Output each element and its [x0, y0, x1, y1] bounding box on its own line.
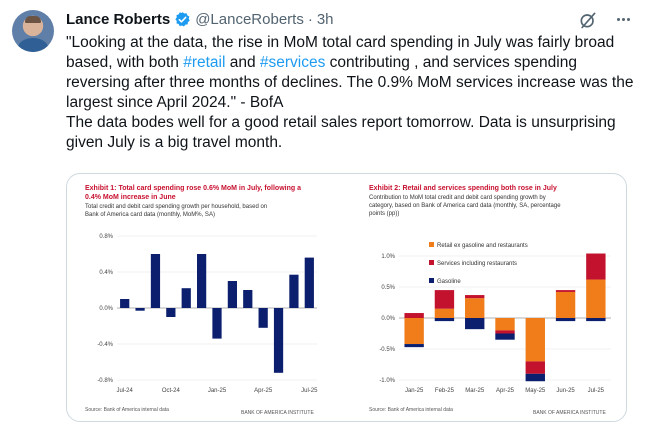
- tweet-text-part-1: "Looking at the data, the rise in MoM to…: [66, 34, 615, 71]
- ex2-x-tick-label: Jul-25: [588, 388, 605, 394]
- avatar-shirt: [18, 38, 48, 52]
- ex1-bar-Jul-25: [304, 257, 314, 308]
- ex2-x-tick-label: May-25: [525, 388, 546, 394]
- ex2-x-tick-label: Jun-25: [556, 388, 575, 394]
- ex2-bar-Feb-25-0: [434, 308, 455, 318]
- legend-label-retail: Retail ex gasoline and restaurants: [437, 243, 528, 249]
- more-options-icon[interactable]: [612, 9, 634, 29]
- ex2-bar-Jun-25-2: [555, 318, 576, 322]
- ex2-bar-Mar-25-1: [465, 295, 485, 299]
- ex2-bar-Jun-25-0: [555, 291, 576, 318]
- ex2-bar-May-25-1: [525, 361, 545, 374]
- ex2-bar-Jan-25-0: [404, 318, 424, 345]
- ex2-bar-Apr-25-0: [495, 318, 515, 331]
- ex2-y-tick-label: 0.0%: [381, 316, 395, 322]
- exhibit-1-subtitle-line2: Bank of America card data (monthly, MoM%…: [85, 212, 215, 218]
- legend-label-gasoline: Gasoline: [437, 279, 461, 285]
- ex1-bar-Dec-24: [197, 254, 207, 308]
- legend-label-services: Services including restaurants: [437, 261, 517, 267]
- ex1-x-tick-label: Apr-25: [254, 388, 273, 394]
- author-name[interactable]: Lance Roberts: [66, 10, 171, 28]
- exhibit-2-subtitle-line1: Contribution to MoM total credit and deb…: [369, 195, 546, 201]
- ex2-bar-Apr-25-1: [495, 330, 515, 334]
- ex2-x-tick-label: Feb-25: [435, 388, 455, 394]
- tweet-text: "Looking at the data, the rise in MoM to…: [66, 33, 636, 153]
- ex2-bar-May-25-2: [525, 373, 545, 382]
- hashtag-retail-link[interactable]: #retail: [183, 54, 226, 71]
- tweet-text-part-3: contributing , and services spending rev…: [66, 54, 634, 111]
- exhibit-1-title-line2: 0.4% MoM increase in June: [85, 194, 176, 201]
- exhibit-2-title: Exhibit 2: Retail and services spending …: [369, 185, 557, 192]
- grok-icon[interactable]: [578, 10, 598, 30]
- ex1-bar-Apr-25: [258, 308, 268, 328]
- ex1-x-tick-label: Jan-25: [208, 388, 227, 394]
- ex2-bar-Apr-25-2: [495, 333, 515, 340]
- exhibit-2-subtitle-line3: points (pp)): [369, 211, 399, 217]
- ex1-x-tick-label: Jul-25: [301, 388, 318, 394]
- ex1-bar-Jan-25: [212, 308, 222, 339]
- ex2-bar-Jul-25-0: [586, 279, 606, 318]
- ex1-y-tick-label: 0.8%: [99, 234, 113, 240]
- exhibit-2-subtitle-line2: category, based on Bank of America card …: [369, 203, 561, 209]
- avatar-hair: [25, 16, 41, 23]
- exhibit-1-subtitle-line1: Total credit and debit card spending gro…: [85, 204, 267, 210]
- tweet-media-image[interactable]: Exhibit 1: Total card spending rose 0.6%…: [66, 173, 627, 422]
- ex1-bar-Feb-25: [227, 281, 237, 308]
- legend-swatch-gasoline: [429, 278, 434, 283]
- ex1-y-tick-label: -0.8%: [97, 378, 113, 384]
- ex1-bar-Sep-24: [150, 254, 161, 308]
- ex1-y-tick-label: 0.4%: [99, 270, 113, 276]
- hashtag-services-link[interactable]: #services: [259, 54, 326, 71]
- ex2-y-tick-label: 1.0%: [381, 254, 395, 260]
- tweet-paragraph-quote: "Looking at the data, the rise in MoM to…: [66, 33, 636, 113]
- ex1-bar-Aug-24: [135, 308, 145, 311]
- ex2-bar-Feb-25-1: [434, 290, 455, 309]
- exhibit-2-brand: BANK OF AMERICA INSTITUTE: [533, 410, 606, 416]
- author-handle[interactable]: @LanceRoberts: [195, 10, 304, 28]
- ex2-x-tick-label: Mar-25: [465, 388, 485, 394]
- ex1-bar-Jul-24: [120, 299, 130, 308]
- ex2-bar-Jun-25-1: [555, 290, 576, 292]
- ex2-y-tick-label: 0.5%: [381, 285, 395, 291]
- exhibit-1-title-line1: Exhibit 1: Total card spending rose 0.6%…: [85, 185, 301, 192]
- ex2-x-tick-label: Apr-25: [496, 388, 515, 394]
- ex1-bar-Nov-24: [181, 288, 191, 308]
- ex1-bar-Oct-24: [166, 308, 176, 317]
- author-avatar[interactable]: [12, 10, 54, 52]
- ex2-bar-Mar-25-2: [465, 318, 485, 330]
- tweet-timestamp[interactable]: 3h: [316, 10, 334, 28]
- ex1-bar-Mar-25: [243, 290, 253, 308]
- ex2-bar-Jul-25-2: [586, 318, 606, 322]
- exhibits-image: Exhibit 1: Total card spending rose 0.6%…: [85, 185, 611, 416]
- ex2-x-tick-label: Jan-25: [405, 388, 424, 394]
- ex2-bar-Jul-25-1: [586, 253, 606, 280]
- ex2-bar-Mar-25-0: [465, 298, 485, 318]
- exhibit-2-chart: Exhibit 2: Retail and services spending …: [369, 185, 611, 416]
- legend-swatch-services: [429, 260, 434, 265]
- ex2-bar-Feb-25-2: [434, 318, 455, 322]
- legend-swatch-retail: [429, 242, 434, 247]
- header-separator: ·: [307, 10, 313, 28]
- tweet-text-part-2: and: [225, 54, 260, 71]
- exhibit-1-brand: BANK OF AMERICA INSTITUTE: [241, 410, 314, 416]
- exhibit-1-chart: Exhibit 1: Total card spending rose 0.6%…: [85, 185, 318, 416]
- tweet-header: Lance Roberts @LanceRoberts · 3h: [66, 9, 334, 29]
- ex2-y-tick-label: -0.5%: [379, 347, 395, 353]
- tweet-paragraph-comment: The data bodes well for a good retail sa…: [66, 114, 616, 151]
- exhibit-2-source: Source: Bank of America internal data: [369, 407, 453, 413]
- ex2-bar-Jan-25-1: [404, 313, 424, 318]
- ex2-y-tick-label: -1.0%: [379, 378, 395, 384]
- ex1-y-tick-label: -0.4%: [97, 342, 113, 348]
- ex1-bar-May-25: [273, 308, 284, 373]
- ex2-bar-May-25-0: [525, 318, 545, 362]
- ex1-x-tick-label: Oct-24: [162, 388, 181, 394]
- ex1-bar-Jun-25: [289, 274, 299, 308]
- ex1-y-tick-label: 0.0%: [99, 306, 113, 312]
- ex2-bar-Jan-25-2: [404, 344, 424, 348]
- exhibit-2-legend: Retail ex gasoline and restaurants Servi…: [429, 242, 528, 285]
- verified-badge-icon[interactable]: [174, 11, 191, 28]
- exhibit-1-source: Source: Bank of America internal data: [85, 407, 169, 413]
- ex1-x-tick-label: Jul-24: [117, 388, 134, 394]
